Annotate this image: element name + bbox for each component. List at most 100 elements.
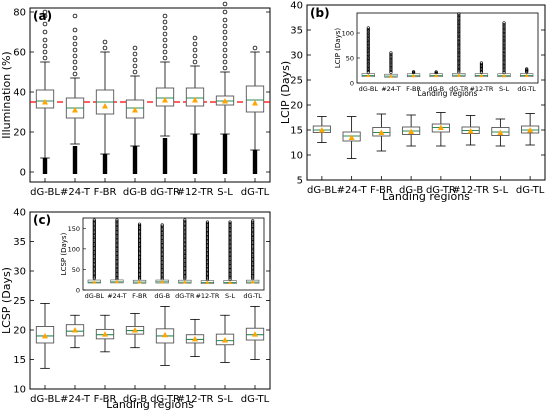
- inset-x-tick-label: dG-BL: [359, 85, 379, 93]
- inset-outlier-point: [502, 29, 506, 33]
- inset-outlier-point: [366, 34, 370, 38]
- outlier-cluster: [162, 138, 168, 174]
- inset-chart: 0 50 100 dG-BL #24-T F-BR dG-B dG-TR #12-TR S-L dG…: [334, 12, 539, 98]
- inset-mean-marker: [366, 73, 371, 77]
- inset-outlier-point: [479, 70, 484, 74]
- inset-outlier-point: [457, 28, 461, 32]
- inset-outlier-point: [502, 45, 506, 49]
- outlier-point: [42, 49, 48, 55]
- outlier-point: [42, 29, 48, 35]
- inset-mean-marker: [388, 74, 393, 78]
- inset-outlier-point: [366, 40, 370, 44]
- inset-outlier-point: [457, 33, 461, 37]
- mean-marker: [497, 129, 504, 135]
- inset-outlier-point: [457, 42, 461, 47]
- inset-x-tick-label: #12-TR: [195, 292, 219, 300]
- mean-marker: [42, 99, 48, 105]
- box-#12-TR: [461, 115, 480, 146]
- outlier-point: [222, 1, 228, 7]
- inset-outlier-point: [502, 56, 506, 60]
- inset-outlier-point: [502, 40, 506, 44]
- inset-outlier-point: [457, 49, 461, 53]
- outlier-point: [102, 39, 108, 45]
- mean-marker: [132, 327, 138, 333]
- inset-outlier-point: [389, 59, 393, 63]
- outlier-point: [42, 37, 48, 43]
- inset-outlier-point: [389, 68, 393, 73]
- box-dG-B: [125, 313, 145, 349]
- outlier-cluster: [42, 158, 48, 174]
- box-dG-TL: [245, 45, 265, 174]
- inset-mean-marker: [434, 73, 439, 78]
- box-dG-B: [125, 45, 145, 174]
- inset-outlier-point: [389, 51, 393, 55]
- inset-outlier-point: [457, 17, 461, 21]
- outlier-point: [42, 9, 48, 15]
- inset-chart: 0 50 100 150 dG-BL #24-T F-BR dG-B dG-TR #12-TR S-…: [60, 217, 265, 300]
- outlier-cluster: [132, 146, 138, 174]
- inset-y-axis-label: LCSP (Days): [60, 232, 68, 275]
- mean-marker: [527, 127, 534, 133]
- inset-outlier-point: [502, 67, 506, 71]
- inset-outlier-point: [502, 46, 506, 51]
- inset-outlier-point: [457, 58, 461, 63]
- y-tick-label: 80: [13, 8, 26, 19]
- inset-outlier-point: [502, 26, 506, 30]
- outlier-point: [162, 13, 168, 19]
- x-tick-label: F-BR: [94, 394, 117, 405]
- inset-frame: [356, 12, 539, 84]
- inset-outlier-point: [502, 64, 506, 68]
- inset-outlier-point: [525, 68, 529, 72]
- inset-y-axis-label: LCIP (Days): [334, 28, 342, 68]
- inset-outlier-point: [115, 218, 119, 222]
- inset-outlier-point: [92, 218, 96, 222]
- outlier-point: [162, 37, 168, 43]
- x-tick-label: #12-TR: [177, 394, 214, 405]
- outlier-point: [102, 45, 108, 51]
- x-tick-label: dG-TR: [426, 185, 456, 196]
- x-tick-label: dG-TR: [150, 394, 180, 405]
- inset-mean-marker: [411, 73, 416, 78]
- panel-label: (b): [310, 6, 330, 20]
- outlier-point: [42, 55, 48, 61]
- y-tick-label: 35: [13, 237, 26, 248]
- mean-marker: [252, 100, 258, 106]
- inset-outlier-point: [502, 24, 506, 28]
- outlier-point: [132, 57, 138, 63]
- box-dG-TL: [245, 305, 265, 360]
- inset-outlier-point: [525, 67, 529, 71]
- inset-x-axis-label: Landing regions: [418, 89, 478, 98]
- inset-outlier-point: [366, 46, 370, 51]
- outlier-point: [222, 41, 228, 47]
- x-tick-label: dG-BL: [307, 185, 337, 196]
- outlier-point: [72, 53, 78, 59]
- outlier-cluster: [192, 134, 198, 174]
- y-tick-label: 40: [13, 88, 26, 99]
- x-tick-label: dG-BL: [30, 187, 60, 198]
- inset-outlier-point: [457, 36, 461, 40]
- inset-outlier-point: [457, 14, 461, 18]
- inset-outlier-point: [502, 61, 506, 65]
- inset-outlier-point: [366, 54, 370, 58]
- box-F-BR: [372, 113, 391, 152]
- x-tick-label: dG-B: [123, 394, 147, 405]
- outlier-point: [132, 63, 138, 69]
- inset-outlier-point: [228, 220, 232, 224]
- inset-outlier-point: [457, 52, 461, 56]
- inset-outlier-point: [389, 65, 393, 69]
- inset-outlier-point: [502, 66, 506, 70]
- x-tick-label: S-L: [493, 185, 509, 196]
- outlier-point: [72, 41, 78, 47]
- outlier-point: [132, 69, 138, 75]
- inset-y-tick-label: 0: [350, 80, 354, 88]
- inset-outlier-point: [366, 50, 370, 54]
- inset-outlier-point: [502, 50, 506, 54]
- inset-y-tick-label: 100: [68, 245, 80, 253]
- inset-y-tick-label: 50: [72, 266, 80, 274]
- inset-outlier-point: [502, 54, 506, 59]
- inset-x-tick-label: S-L: [499, 85, 509, 93]
- inset-outlier-point: [366, 67, 370, 71]
- y-tick-label: 15: [290, 126, 303, 137]
- inset-x-tick-label: F-BR: [132, 292, 147, 300]
- x-tick-label: #24-T: [60, 394, 91, 405]
